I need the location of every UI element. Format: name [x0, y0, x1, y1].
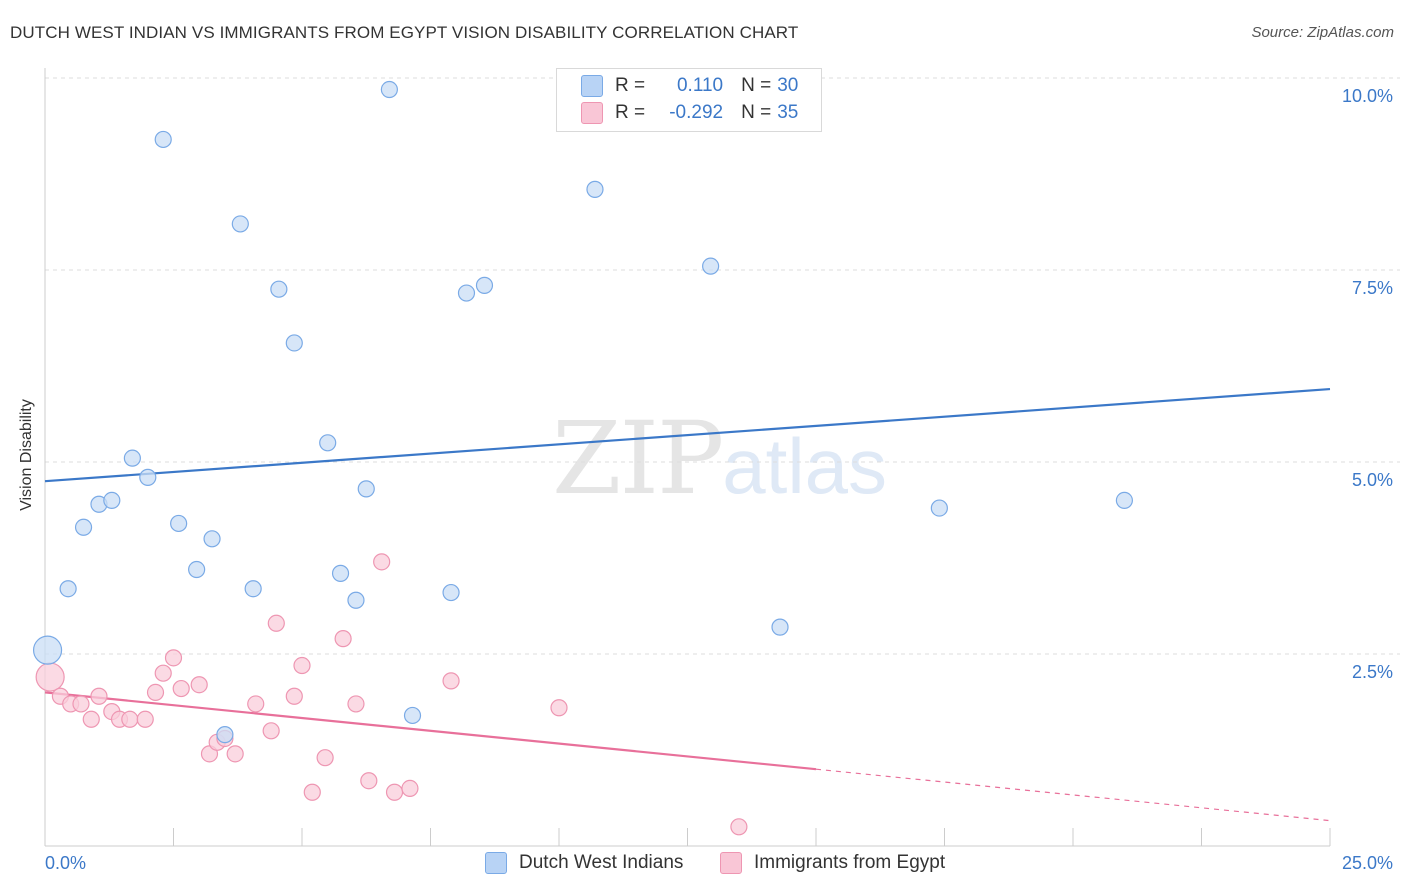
point-dutch-west-indians	[380, 80, 398, 99]
series-legend: Dutch West Indians Immigrants from Egypt	[0, 852, 1406, 878]
point-dutch-west-indians	[170, 514, 188, 533]
series-swatch-pink	[720, 852, 742, 874]
legend-r-value: -0.292	[669, 102, 724, 123]
series-legend-immigrants-from-egypt[interactable]: Immigrants from Egypt	[720, 852, 945, 874]
point-dutch-west-indians	[59, 580, 77, 598]
legend-n-value: 30	[777, 75, 799, 96]
point-dutch-west-indians	[331, 564, 350, 582]
trend-lines	[44, 387, 1331, 822]
point-dutch-west-indians	[216, 726, 234, 744]
point-dutch-west-indians	[32, 635, 63, 665]
point-dutch-west-indians	[203, 530, 221, 548]
legend-row-immigrants-from-egypt: R = -0.292 N = 35	[581, 101, 798, 125]
trend-line-extension-immigrants-from-egypt	[815, 768, 1331, 822]
trend-line-immigrants-from-egypt	[44, 691, 817, 771]
point-immigrants-from-egypt	[121, 710, 139, 728]
legend-r-value: 0.110	[676, 75, 724, 96]
point-immigrants-from-egypt	[190, 676, 208, 694]
point-immigrants-from-egypt	[267, 614, 285, 632]
legend-swatch-pink	[581, 102, 603, 124]
y-tick-label: 10.0%	[1342, 86, 1393, 106]
point-immigrants-from-egypt	[316, 749, 334, 767]
y-tick-label: 2.5%	[1352, 662, 1393, 682]
point-immigrants-from-egypt	[164, 649, 183, 667]
series-legend-label: Dutch West Indians	[519, 852, 684, 873]
point-dutch-west-indians	[357, 480, 375, 498]
point-immigrants-from-egypt	[82, 710, 100, 728]
x-ticks	[44, 828, 1331, 846]
point-dutch-west-indians	[586, 180, 604, 198]
point-immigrants-from-egypt	[146, 683, 165, 702]
point-dutch-west-indians	[154, 130, 172, 149]
grid-lines	[45, 77, 1400, 655]
point-dutch-west-indians	[319, 434, 337, 452]
point-immigrants-from-egypt	[303, 783, 321, 801]
point-dutch-west-indians	[930, 499, 948, 517]
legend-n-value: 35	[777, 102, 799, 123]
point-immigrants-from-egypt	[172, 679, 190, 698]
point-immigrants-from-egypt	[293, 656, 311, 675]
point-dutch-west-indians	[347, 591, 365, 609]
point-dutch-west-indians	[244, 580, 262, 598]
point-dutch-west-indians	[270, 280, 288, 298]
point-immigrants-from-egypt	[72, 695, 90, 713]
point-immigrants-from-egypt	[347, 695, 365, 713]
point-immigrants-from-egypt	[154, 664, 172, 682]
point-immigrants-from-egypt	[401, 779, 419, 798]
watermark-zip: ZIP	[552, 400, 724, 517]
legend-r-label: R =	[615, 75, 646, 96]
legend-r-label: R =	[615, 102, 646, 123]
series-legend-dutch-west-indians[interactable]: Dutch West Indians	[485, 852, 683, 874]
y-tick-label: 5.0%	[1352, 470, 1393, 490]
data-points	[32, 80, 1134, 836]
point-immigrants-from-egypt	[35, 662, 65, 692]
y-tick-labels: 2.5% 5.0% 7.5% 10.0%	[1342, 86, 1393, 682]
point-immigrants-from-egypt	[550, 699, 568, 717]
trend-line-dutch-west-indians	[44, 387, 1331, 483]
point-dutch-west-indians	[123, 449, 141, 467]
x-tick-label-max: 25.0%	[1342, 853, 1393, 873]
point-immigrants-from-egypt	[442, 672, 460, 690]
point-dutch-west-indians	[74, 518, 93, 536]
watermark: ZIPatlas	[552, 400, 887, 517]
point-immigrants-from-egypt	[385, 783, 404, 801]
point-immigrants-from-egypt	[730, 818, 748, 836]
legend-row-dutch-west-indians: R = 0.110 N = 30	[581, 74, 798, 98]
point-dutch-west-indians	[231, 215, 249, 233]
point-dutch-west-indians	[1115, 491, 1134, 509]
watermark-atlas: atlas	[722, 422, 888, 510]
point-dutch-west-indians	[457, 284, 476, 302]
point-dutch-west-indians	[139, 468, 157, 486]
point-dutch-west-indians	[188, 560, 206, 579]
x-tick-label-min: 0.0%	[45, 853, 86, 873]
source-label: Source: ZipAtlas.com	[1251, 24, 1394, 41]
legend-n-label: N =	[741, 102, 772, 123]
point-dutch-west-indians	[702, 257, 720, 275]
series-legend-label: Immigrants from Egypt	[754, 852, 946, 873]
x-tick-labels: 0.0% 25.0%	[45, 853, 1393, 873]
point-immigrants-from-egypt	[360, 772, 378, 790]
legend-n-label: N =	[741, 75, 772, 96]
point-immigrants-from-egypt	[285, 687, 303, 705]
point-immigrants-from-egypt	[226, 745, 244, 763]
point-immigrants-from-egypt	[373, 553, 391, 571]
y-tick-label: 7.5%	[1352, 278, 1393, 298]
point-dutch-west-indians	[475, 276, 494, 294]
point-dutch-west-indians	[103, 491, 121, 509]
point-dutch-west-indians	[771, 618, 789, 636]
point-immigrants-from-egypt	[247, 695, 265, 713]
point-dutch-west-indians	[403, 706, 422, 725]
legend-swatch-blue	[581, 75, 603, 97]
point-immigrants-from-egypt	[136, 710, 154, 728]
point-dutch-west-indians	[442, 583, 460, 602]
stats-legend: R = 0.110 N = 30 R = -0.292 N = 35	[556, 68, 822, 132]
point-immigrants-from-egypt	[90, 687, 108, 705]
series-swatch-blue	[485, 852, 507, 874]
axes	[44, 68, 1330, 847]
point-dutch-west-indians	[285, 334, 303, 352]
point-immigrants-from-egypt	[262, 722, 280, 740]
point-immigrants-from-egypt	[334, 630, 352, 648]
chart-title: DUTCH WEST INDIAN VS IMMIGRANTS FROM EGY…	[10, 23, 799, 42]
